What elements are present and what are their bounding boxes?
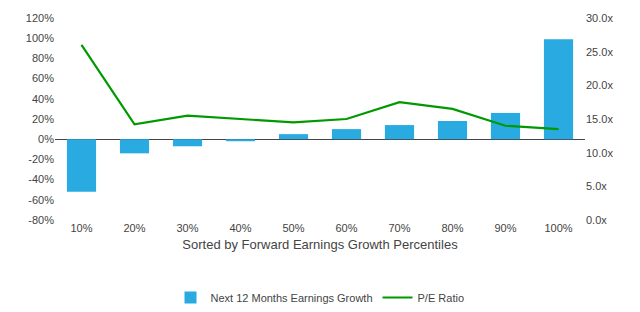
svg-text:20%: 20% (123, 222, 145, 234)
svg-text:10%: 10% (70, 222, 92, 234)
svg-text:-80%: -80% (28, 214, 54, 226)
svg-text:P/E Ratio: P/E Ratio (418, 292, 464, 304)
svg-text:15.0x: 15.0x (586, 113, 613, 125)
svg-text:30.0x: 30.0x (586, 12, 613, 24)
svg-text:Sorted by Forward Earnings Gro: Sorted by Forward Earnings Growth Percen… (182, 237, 458, 252)
svg-text:120%: 120% (26, 12, 54, 24)
svg-text:50%: 50% (282, 222, 304, 234)
svg-text:Next 12 Months Earnings Growth: Next 12 Months Earnings Growth (211, 292, 373, 304)
svg-text:-40%: -40% (28, 173, 54, 185)
svg-text:20%: 20% (32, 113, 54, 125)
svg-text:100%: 100% (544, 222, 572, 234)
svg-text:100%: 100% (26, 32, 54, 44)
svg-text:-60%: -60% (28, 194, 54, 206)
svg-text:30%: 30% (176, 222, 198, 234)
svg-text:25.0x: 25.0x (586, 46, 613, 58)
svg-text:10.0x: 10.0x (586, 147, 613, 159)
svg-text:40%: 40% (229, 222, 251, 234)
svg-text:0%: 0% (38, 133, 54, 145)
svg-text:80%: 80% (441, 222, 463, 234)
svg-text:20.0x: 20.0x (586, 79, 613, 91)
svg-text:90%: 90% (494, 222, 516, 234)
svg-text:60%: 60% (32, 72, 54, 84)
svg-text:80%: 80% (32, 52, 54, 64)
svg-text:5.0x: 5.0x (586, 180, 607, 192)
svg-text:40%: 40% (32, 93, 54, 105)
svg-text:60%: 60% (335, 222, 357, 234)
svg-text:-20%: -20% (28, 153, 54, 165)
svg-text:70%: 70% (388, 222, 410, 234)
svg-text:0.0x: 0.0x (586, 214, 607, 226)
